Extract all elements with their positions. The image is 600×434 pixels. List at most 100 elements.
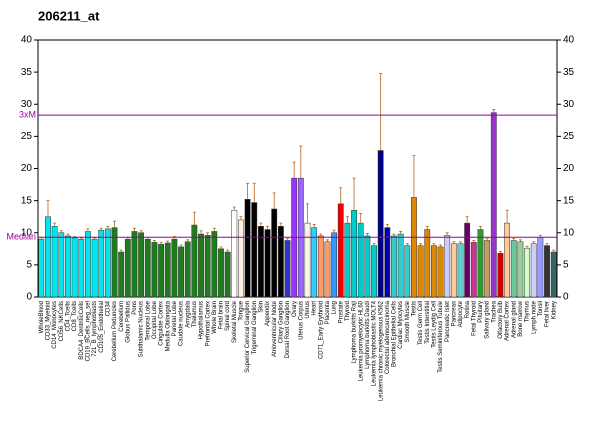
x-tick-label: Bone marrow xyxy=(518,300,524,336)
x-tick-label: Trigeminal Ganglion xyxy=(252,301,258,354)
x-tick-label: CD105_Endothelial xyxy=(99,301,105,353)
bar xyxy=(151,242,158,298)
bar xyxy=(437,246,444,298)
bar xyxy=(138,232,145,298)
x-tick-label: Leukemia promyelocytic HL60 xyxy=(358,300,364,381)
x-tick-label: Lymphoma burkitts Raji xyxy=(352,301,358,363)
x-tick-label: Lymph node xyxy=(531,300,537,333)
x-tick-label: Kidney xyxy=(551,301,557,319)
bar xyxy=(371,245,377,298)
x-tick-label: Cingulate Cortex xyxy=(159,301,165,346)
y-tick-label: 5 xyxy=(26,260,32,271)
x-tick-label: Fetal brain xyxy=(219,301,225,329)
bar xyxy=(38,238,45,298)
bar xyxy=(357,222,364,298)
x-tick-label: Pancreas xyxy=(451,301,457,326)
bar xyxy=(311,227,318,298)
x-tick-label: Prostate xyxy=(338,300,344,323)
x-tick-label: Heart xyxy=(312,301,318,316)
x-tick-label: Thyroid xyxy=(345,301,351,321)
x-tick-label: Lung xyxy=(332,301,338,314)
x-tick-label: Cerebellum Peduncles xyxy=(112,301,118,361)
bar xyxy=(191,224,198,298)
bar xyxy=(324,241,331,298)
y2-tick-label: 20 xyxy=(563,163,575,174)
x-tick-label: Lymphoma burkitts Daudi xyxy=(365,301,371,369)
x-tick-label: Spinal cord xyxy=(225,301,231,331)
x-tick-label: Prefrontal Cortex xyxy=(205,301,211,346)
bar xyxy=(430,245,437,298)
bar xyxy=(264,229,271,298)
x-tick-label: Testis Germ Cell xyxy=(418,301,424,345)
x-tick-label: Olfactory Bulb xyxy=(498,300,504,338)
bar xyxy=(457,243,464,298)
x-tick-label: Testis Interstitial xyxy=(425,301,431,344)
bar xyxy=(424,229,431,298)
y-tick-label: 10 xyxy=(21,227,33,238)
x-tick-label: Whole Brain xyxy=(212,301,218,334)
bar xyxy=(231,210,238,298)
x-tick-label: Tonsil xyxy=(538,301,544,316)
bar xyxy=(238,219,244,298)
y-tick-label: 35 xyxy=(21,67,33,78)
y-tick-label: 0 xyxy=(26,292,32,303)
y2-tick-label: 10 xyxy=(563,227,575,238)
x-tick-label: Fetal liver xyxy=(545,301,551,327)
bar xyxy=(510,240,517,298)
y2-tick-label: 5 xyxy=(563,260,569,271)
bar xyxy=(131,231,138,298)
y-tick-label: 30 xyxy=(21,99,33,110)
x-tick-label: Globus Pallidus xyxy=(125,301,131,343)
bar xyxy=(364,235,371,298)
bar xyxy=(537,236,544,298)
bar xyxy=(331,232,338,298)
bar xyxy=(58,232,65,298)
bar xyxy=(397,233,404,298)
y2-tick-label: 25 xyxy=(563,131,575,142)
reference-label: 3xM xyxy=(19,110,36,120)
bar xyxy=(98,229,105,298)
x-tick-label: Tongue xyxy=(239,300,245,320)
x-tick-label: Thalamus xyxy=(192,301,198,327)
bar xyxy=(530,243,537,298)
x-tick-label: CD71_Early Erythroid xyxy=(318,301,324,359)
x-tick-label: Cardiac Myocytes xyxy=(398,301,404,349)
bar xyxy=(164,242,171,298)
y2-tick-label: 0 xyxy=(563,292,569,303)
bar xyxy=(404,245,411,298)
y-tick-label: 40 xyxy=(21,35,33,46)
y-tick-label: 20 xyxy=(21,163,33,174)
bar xyxy=(524,247,530,298)
bar xyxy=(450,243,457,298)
y2-tick-label: 30 xyxy=(563,99,575,110)
bar xyxy=(497,253,504,298)
bar xyxy=(251,202,258,298)
x-tick-label: Testis xyxy=(412,301,418,316)
x-tick-label: Pituitary xyxy=(478,301,484,323)
bar xyxy=(84,231,91,298)
x-tick-label: Uterus xyxy=(305,301,311,319)
bar xyxy=(490,112,497,298)
bar xyxy=(304,222,311,298)
x-tick-label: Caudate nucleus xyxy=(179,301,185,346)
x-tick-label: CD33_Myeloid xyxy=(46,301,52,340)
bar xyxy=(158,244,165,298)
y-tick-label: 15 xyxy=(21,195,33,206)
x-tick-label: Thymus xyxy=(525,301,531,322)
bar xyxy=(317,235,324,298)
x-tick-label: Colorectal adenocarcinoma xyxy=(385,300,391,374)
x-tick-label: 721_B_lymphoblasts xyxy=(92,301,98,357)
x-tick-label: Adrenal gland xyxy=(511,301,517,338)
x-tick-label: BDCA4_DentriticCells xyxy=(79,301,85,360)
y2-tick-label: 40 xyxy=(563,35,575,46)
x-tick-label: Medulla Oblongata xyxy=(165,300,171,351)
x-tick-label: Pons xyxy=(132,301,138,315)
y2-tick-label: 15 xyxy=(563,195,575,206)
x-tick-label: Hypothalamus xyxy=(199,301,205,339)
bar xyxy=(211,231,218,298)
x-tick-label: Testis Seminiferous Tubule xyxy=(438,300,444,372)
bar xyxy=(504,222,511,298)
x-tick-label: Subthalamic Nucleus xyxy=(139,301,145,357)
bar xyxy=(124,238,131,298)
x-tick-label: Retina xyxy=(465,300,471,318)
